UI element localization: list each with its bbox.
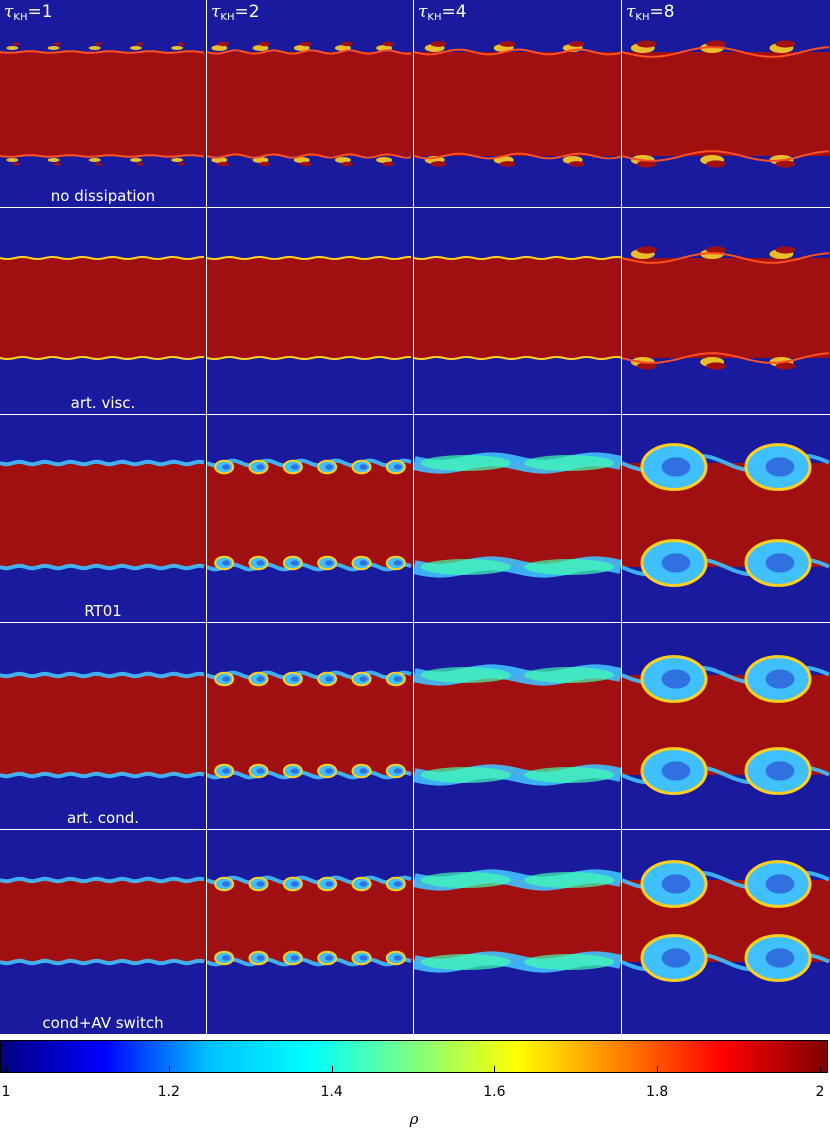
colorbar-tick-mark: [657, 1066, 659, 1073]
density-field: [0, 623, 206, 829]
column-title-4: τKH=8: [626, 2, 675, 28]
grid-divider-horizontal: [0, 829, 830, 830]
colorbar-tick-label: 1.8: [646, 1084, 669, 1100]
density-field: [0, 830, 206, 1034]
sim-panel-nodiss-col1: [0, 0, 206, 207]
sim-panel-switch-col2: [207, 830, 413, 1034]
density-field: [414, 208, 621, 414]
colorbar-variable-label: ρ: [409, 1110, 419, 1128]
sim-panel-rt01-col4: [622, 415, 830, 622]
colorbar-tick-mark: [6, 1066, 7, 1073]
sim-panel-switch-col4: [622, 830, 830, 1034]
tau-symbol: τ: [626, 2, 636, 22]
column-title-3: τKH=4: [418, 2, 467, 28]
column-value: =8: [649, 2, 675, 22]
colorbar-tick-label: 2: [815, 1084, 825, 1100]
density-field: [414, 623, 621, 829]
row-label-3: RT01: [84, 602, 122, 620]
sim-panel-visc-col4: [622, 208, 830, 414]
density-field: [622, 830, 830, 1034]
density-field: [207, 830, 413, 1034]
colorbar-tick-label: 1.2: [157, 1084, 180, 1100]
colorbar-tick-mark: [820, 1066, 821, 1073]
simulation-grid-figure: τKH=1 τKH=2 τKH=4 τKH=8 no dissipation art. v…: [0, 0, 830, 1034]
sim-panel-rt01-col1: [0, 415, 206, 622]
row-label-2: art. visc.: [70, 394, 136, 412]
sim-panel-cond-col2: [207, 623, 413, 829]
column-title-2: τKH=2: [211, 2, 260, 28]
grid-divider-horizontal: [0, 414, 830, 415]
density-field: [207, 415, 413, 622]
density-field: [0, 415, 206, 622]
sim-panel-nodiss-col3: [414, 0, 621, 207]
density-field: [207, 0, 413, 207]
sim-panel-visc-col1: [0, 208, 206, 414]
colorbar-tick-label: 1: [1, 1084, 11, 1100]
density-field: [0, 208, 206, 414]
grid-divider-horizontal: [0, 207, 830, 208]
tau-subscript: KH: [13, 12, 28, 23]
sim-panel-cond-col3: [414, 623, 621, 829]
grid-divider-vertical: [206, 0, 207, 1034]
colorbar-tick-mark: [494, 1066, 496, 1073]
sim-panel-nodiss-col4: [622, 0, 830, 207]
sim-panel-cond-col4: [622, 623, 830, 829]
column-value: =2: [234, 2, 260, 22]
sim-panel-cond-col1: [0, 623, 206, 829]
density-field: [207, 623, 413, 829]
sim-panel-rt01-col3: [414, 415, 621, 622]
density-field: [0, 0, 206, 207]
sim-panel-visc-col2: [207, 208, 413, 414]
density-field: [414, 415, 621, 622]
tau-symbol: τ: [211, 2, 221, 22]
column-value: =1: [27, 2, 53, 22]
sim-panel-visc-col3: [414, 208, 621, 414]
colorbar-tick-mark: [331, 1066, 333, 1073]
sim-panel-rt01-col2: [207, 415, 413, 622]
density-field: [414, 0, 621, 207]
colorbar-tick-label: 1.4: [320, 1084, 343, 1100]
column-value: =4: [441, 2, 467, 22]
tau-subscript: KH: [427, 12, 442, 23]
grid-divider-vertical: [413, 0, 414, 1034]
sim-panel-switch-col1: [0, 830, 206, 1034]
density-field: [622, 623, 830, 829]
density-colorbar: [0, 1040, 828, 1073]
tau-subscript: KH: [220, 12, 235, 23]
tau-symbol: τ: [418, 2, 428, 22]
row-label-5: cond+AV switch: [42, 1014, 164, 1032]
sim-panel-switch-col3: [414, 830, 621, 1034]
density-field: [622, 208, 830, 414]
colorbar-tick-label: 1.6: [483, 1084, 506, 1100]
row-label-4: art. cond.: [67, 809, 139, 827]
density-field: [622, 0, 830, 207]
density-field: [414, 830, 621, 1034]
grid-divider-horizontal: [0, 622, 830, 623]
colorbar-tick-mark: [168, 1066, 170, 1073]
density-field: [622, 415, 830, 622]
tau-subscript: KH: [635, 12, 650, 23]
sim-panel-nodiss-col2: [207, 0, 413, 207]
tau-symbol: τ: [4, 2, 14, 22]
column-title-1: τKH=1: [4, 2, 53, 28]
row-label-1: no dissipation: [50, 187, 156, 205]
grid-divider-vertical: [621, 0, 622, 1034]
density-field: [207, 208, 413, 414]
